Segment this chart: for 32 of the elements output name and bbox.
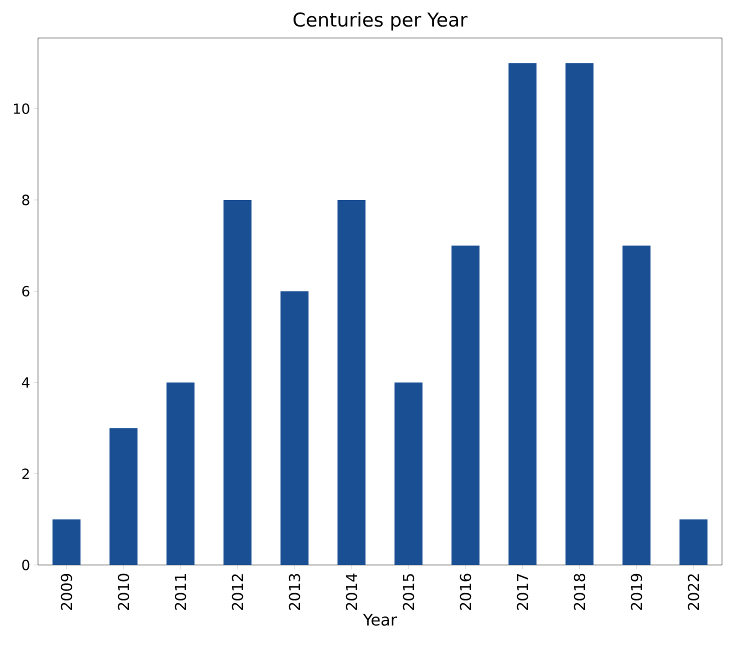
x-tick-label: 2016 [460,574,472,610]
bar [166,382,195,565]
bar [280,291,309,565]
bar [110,428,138,565]
bar [566,63,594,565]
x-tick-label: 2014 [346,574,358,610]
bar [622,246,650,565]
y-tick-label: 4 [22,377,30,388]
x-tick-label: 2018 [574,574,586,610]
x-axis-title: Year [363,614,397,626]
x-tick-label: 2015 [402,574,414,610]
y-tick-label: 2 [22,468,29,479]
x-tick-label: 2011 [174,574,186,610]
bar [224,200,252,565]
x-tick-label: 2012 [232,574,244,610]
bar [508,63,536,565]
x-tick-label: 2017 [516,574,528,610]
chart-title: Centuries per Year [294,12,468,30]
bar [52,519,81,565]
bar [338,200,366,565]
y-tick-label: 0 [22,560,30,570]
y-tick-label: 8 [22,194,30,206]
y-tick-label: 6 [22,286,30,297]
bar [680,519,708,565]
x-tick-label: 2013 [288,574,300,610]
x-tick-label: 2022 [688,574,700,610]
x-tick-label: 2010 [118,574,130,610]
x-tick-label: 2009 [60,574,72,610]
y-tick-label: 10 [14,103,30,114]
bar [452,246,480,565]
x-tick-label: 2019 [630,574,642,610]
bar [394,382,422,565]
